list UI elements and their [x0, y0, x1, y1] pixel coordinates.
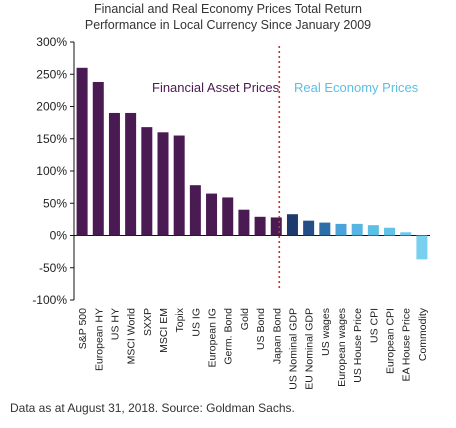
- y-tick-label: -50%: [39, 261, 67, 275]
- x-tick-label: European HY: [93, 308, 105, 371]
- group-label-real-economy: Real Economy Prices: [294, 80, 419, 95]
- bar: [400, 232, 412, 236]
- x-tick-label: Commodity: [417, 307, 429, 361]
- bar: [108, 112, 120, 236]
- plot-area: -100% -50% 0% 50% 100% 150% 200% 250% 300% S&P 50…: [32, 35, 430, 390]
- x-tick-label: US IG: [190, 308, 202, 337]
- x-tick-label: EA House Price: [401, 308, 413, 382]
- chart-title-line-2: Performance in Local Currency Since Janu…: [84, 18, 372, 32]
- x-tick-label: US Bond: [255, 308, 267, 350]
- bar: [125, 112, 137, 236]
- y-tick-label: 50%: [43, 196, 67, 210]
- bar: [416, 235, 428, 260]
- bar: [319, 222, 331, 236]
- x-tick-label: Japan Bond: [271, 308, 283, 364]
- x-tick-label: European wages: [336, 308, 348, 387]
- bar: [157, 132, 169, 236]
- y-tick-label: 100%: [36, 164, 67, 178]
- bar: [92, 81, 104, 236]
- x-tick-label: EU Nominal GDP: [304, 308, 316, 390]
- x-tick-label: SXXP: [142, 308, 154, 336]
- bar: [254, 216, 266, 236]
- y-tick-label: 200%: [36, 100, 67, 114]
- y-tick-label: -100%: [32, 293, 67, 307]
- x-tick-label: S&P 500: [77, 308, 89, 349]
- x-tick-label: US Nominal GDP: [287, 308, 299, 390]
- chart-title-line-1: Financial and Real Economy Prices Total …: [94, 2, 362, 16]
- bar: [238, 209, 250, 236]
- bar: [141, 127, 153, 236]
- bar: [367, 225, 379, 236]
- x-tick-label: Germ. Bond: [223, 308, 235, 365]
- bar: [384, 227, 396, 236]
- y-tick-label: 300%: [36, 35, 67, 49]
- group-label-financial: Financial Asset Prices: [152, 80, 280, 95]
- x-tick-label: US wages: [320, 308, 332, 356]
- y-tick-label: 250%: [36, 67, 67, 81]
- x-tick-label: Gold: [239, 308, 251, 330]
- x-tick-label: MSCI EM: [158, 308, 170, 353]
- y-tick-label: 150%: [36, 132, 67, 146]
- bar: [206, 193, 218, 236]
- bar: [303, 220, 315, 236]
- bar: [76, 67, 88, 236]
- y-tick-label: 0%: [50, 229, 68, 243]
- bar: [270, 217, 282, 236]
- x-tick-label: US HY: [109, 308, 121, 340]
- x-tick-label: US House Price: [352, 308, 364, 383]
- bar: [173, 135, 185, 236]
- bar: [351, 223, 363, 236]
- source-note: Data as at August 31, 2018. Source: Gold…: [10, 401, 295, 415]
- x-tick-label: US CPI: [368, 308, 380, 343]
- bar: [189, 185, 201, 236]
- x-tick-label: Topix: [174, 307, 186, 332]
- bar: [335, 223, 347, 236]
- bar: [286, 214, 298, 236]
- x-tick-label: European CPI: [385, 308, 397, 374]
- bar: [222, 197, 234, 236]
- x-tick-label: European IG: [207, 308, 219, 368]
- x-tick-label: MSCI World: [126, 308, 138, 365]
